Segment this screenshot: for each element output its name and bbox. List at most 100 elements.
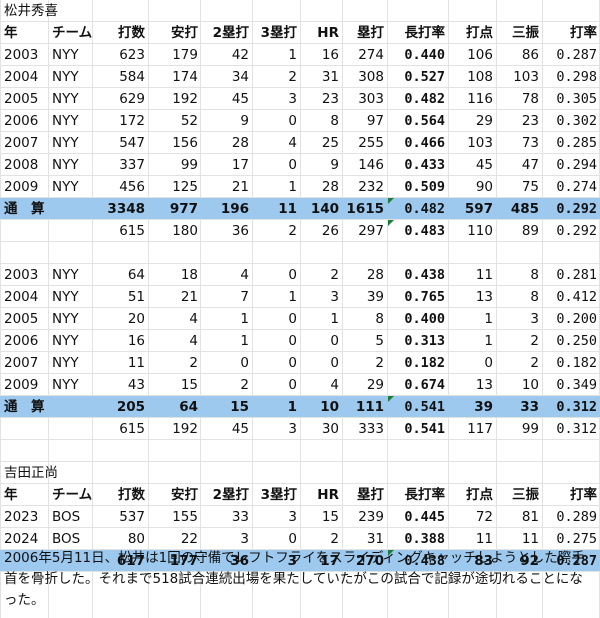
- cell-col7[interactable]: 28: [366, 267, 384, 283]
- cell-col11[interactable]: 0.292: [556, 223, 597, 239]
- cell-col6[interactable]: 9: [330, 157, 339, 173]
- cell-col0[interactable]: 2003: [4, 47, 39, 63]
- column-header[interactable]: 三振: [512, 25, 539, 41]
- cell-col4[interactable]: 45: [231, 421, 249, 437]
- cell-col5[interactable]: 0: [288, 355, 297, 371]
- cell-col7[interactable]: 308: [358, 69, 384, 85]
- cell-col10[interactable]: 23: [521, 113, 539, 129]
- cell-col4[interactable]: 9: [240, 113, 249, 129]
- cell-col11[interactable]: 0.275: [556, 531, 597, 547]
- cell-col8[interactable]: 0.483: [404, 223, 445, 239]
- cell-col2[interactable]: 205: [116, 399, 145, 415]
- cell-col4[interactable]: 1: [240, 311, 249, 327]
- cell-col0[interactable]: 2003: [4, 267, 39, 283]
- cell-col8[interactable]: 0.482: [404, 91, 445, 107]
- cell-col6[interactable]: 0: [330, 355, 339, 371]
- cell-col3[interactable]: 125: [172, 179, 198, 195]
- cell-col7[interactable]: 5: [375, 333, 384, 349]
- cell-col9[interactable]: 1: [484, 311, 493, 327]
- cell-col0[interactable]: 2005: [4, 91, 39, 107]
- cell-col1[interactable]: NYY: [52, 113, 79, 129]
- cell-col7[interactable]: 146: [358, 157, 384, 173]
- cell-col6[interactable]: 28: [321, 179, 339, 195]
- cell-col4[interactable]: 4: [240, 267, 249, 283]
- cell-col4[interactable]: 42: [231, 47, 249, 63]
- cell-col4[interactable]: 21: [231, 179, 249, 195]
- cell-col7[interactable]: 297: [358, 223, 384, 239]
- cell-col10[interactable]: 86: [521, 47, 539, 63]
- cell-col9[interactable]: 110: [467, 223, 493, 239]
- cell-col2[interactable]: 456: [119, 179, 145, 195]
- column-header[interactable]: 3塁打: [260, 25, 297, 41]
- cell-col3[interactable]: 18: [180, 267, 198, 283]
- cell-col3[interactable]: 174: [172, 69, 198, 85]
- cell-col0[interactable]: 2009: [4, 179, 39, 195]
- cell-col3[interactable]: 15: [180, 377, 198, 393]
- column-header[interactable]: 安打: [171, 487, 198, 503]
- cell-col11[interactable]: 0.289: [556, 509, 597, 525]
- cell-col6[interactable]: 1: [330, 311, 339, 327]
- cell-col5[interactable]: 2: [288, 223, 297, 239]
- cell-col11[interactable]: 0.281: [556, 267, 597, 283]
- column-header[interactable]: 打点: [466, 487, 493, 503]
- cell-col6[interactable]: 16: [321, 47, 339, 63]
- cell-col4[interactable]: 36: [230, 553, 249, 569]
- cell-col8[interactable]: 0.564: [404, 113, 445, 129]
- cell-col6[interactable]: 140: [310, 201, 339, 217]
- cell-col3[interactable]: 192: [172, 91, 198, 107]
- cell-col7[interactable]: 39: [366, 289, 384, 305]
- cell-col9[interactable]: 29: [475, 113, 493, 129]
- cell-col7[interactable]: 111: [355, 399, 384, 415]
- cell-col10[interactable]: 92: [520, 553, 539, 569]
- cell-col8[interactable]: 0.438: [404, 267, 445, 283]
- cell-col11[interactable]: 0.250: [556, 333, 597, 349]
- cell-col1[interactable]: NYY: [52, 91, 79, 107]
- column-header[interactable]: 安打: [171, 25, 198, 41]
- cell-col7[interactable]: 31: [366, 531, 384, 547]
- cell-col11[interactable]: 0.292: [556, 201, 597, 217]
- cell-col2[interactable]: 16: [127, 333, 145, 349]
- column-header[interactable]: 長打率: [404, 25, 446, 41]
- cell-col9[interactable]: 117: [467, 421, 493, 437]
- cell-col10[interactable]: 10: [521, 377, 539, 393]
- cell-col2[interactable]: 337: [119, 157, 145, 173]
- cell-col10[interactable]: 103: [513, 69, 539, 85]
- cell-col11[interactable]: 0.200: [556, 311, 597, 327]
- cell-col7[interactable]: 303: [358, 91, 384, 107]
- cell-col2[interactable]: 584: [119, 69, 145, 85]
- cell-col7[interactable]: 29: [366, 377, 384, 393]
- cell-col2[interactable]: 51: [127, 289, 145, 305]
- cell-col2[interactable]: 547: [119, 135, 145, 151]
- cell-col5[interactable]: 0: [288, 531, 297, 547]
- cell-col11[interactable]: 0.294: [556, 157, 597, 173]
- cell-col7[interactable]: 2: [375, 355, 384, 371]
- column-header[interactable]: 2塁打: [212, 25, 249, 41]
- cell-col5[interactable]: 3: [287, 553, 297, 569]
- cell-col9[interactable]: 103: [467, 135, 493, 151]
- cell-col1[interactable]: BOS: [52, 509, 81, 525]
- cell-col1[interactable]: [52, 220, 92, 242]
- cell-col8[interactable]: 0.438: [404, 553, 445, 569]
- cell-col10[interactable]: 75: [521, 179, 539, 195]
- cell-col3[interactable]: 177: [169, 553, 198, 569]
- cell-col11[interactable]: 0.285: [556, 135, 597, 151]
- cell-col5[interactable]: 2: [288, 69, 297, 85]
- column-header[interactable]: チーム: [52, 487, 93, 503]
- cell-col1[interactable]: [52, 198, 92, 220]
- cell-col4[interactable]: 28: [231, 135, 249, 151]
- cell-col0[interactable]: 通 算: [4, 399, 45, 415]
- cell-col11[interactable]: 0.298: [556, 69, 597, 85]
- cell-col9[interactable]: 11: [475, 267, 493, 283]
- cell-col0[interactable]: 2004: [4, 69, 39, 85]
- cell-col8[interactable]: 0.674: [404, 377, 445, 393]
- cell-col9[interactable]: 39: [474, 399, 493, 415]
- column-header[interactable]: 3塁打: [260, 487, 297, 503]
- cell-col0[interactable]: 2024: [4, 531, 39, 547]
- cell-col7[interactable]: 8: [375, 311, 384, 327]
- cell-col3[interactable]: 2: [189, 355, 198, 371]
- cell-col6[interactable]: 4: [330, 377, 339, 393]
- cell-col4[interactable]: 45: [231, 91, 249, 107]
- cell-col2[interactable]: 43: [127, 377, 145, 393]
- cell-col9[interactable]: 106: [467, 47, 493, 63]
- cell-col4[interactable]: 15: [230, 399, 249, 415]
